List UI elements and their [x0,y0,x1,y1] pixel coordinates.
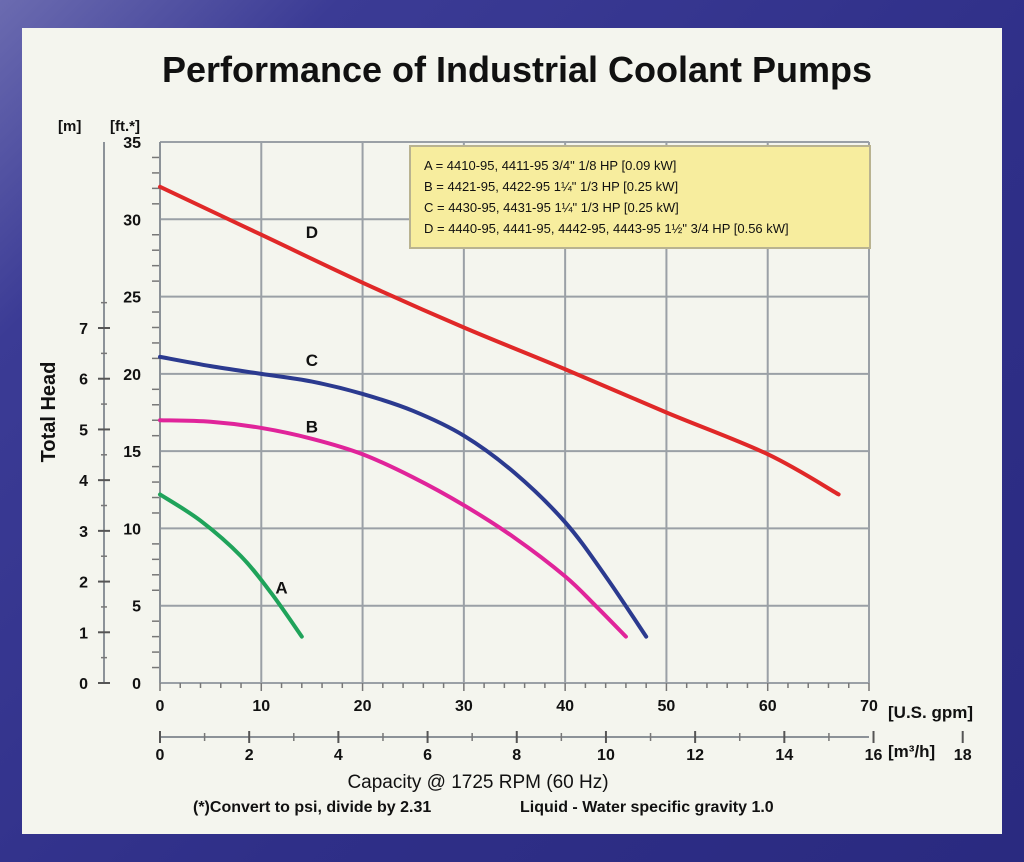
series-curve-a [158,492,304,639]
y-tick-label-m: 1 [79,625,88,642]
legend-entry-c: C = 4430-95, 4431-95 1¼" 1/3 HP [0.25 kW… [424,200,679,215]
series-curve-b [158,418,628,639]
x2-tick-label: 6 [423,747,432,764]
curve-label-d: D [306,223,318,242]
x-tick-label-gpm: 60 [759,698,777,715]
grid-lines [159,141,870,684]
y-tick-label-ft: 30 [123,212,141,229]
y-tick-label-m: 0 [79,676,88,693]
x-unit-gpm: [U.S. gpm] [888,703,973,722]
curve-labels: A B C D [275,223,318,598]
y-tick-label-ft: 20 [123,367,141,384]
x-tick-label-gpm: 10 [252,698,270,715]
legend-entry-d: D = 4440-95, 4441-95, 4442-95, 4443-95 1… [424,221,789,236]
x-tick-label-gpm: 0 [156,698,165,715]
footnote-liquid: Liquid - Water specific gravity 1.0 [520,799,774,816]
x-tick-label-gpm: 70 [860,698,878,715]
x-tick-label-gpm: 50 [658,698,676,715]
y-axis-label: Total Head [38,362,60,463]
y-tick-label-m: 4 [79,473,88,490]
series-group [158,184,841,639]
y-tick-label-m: 3 [79,524,88,541]
curve-label-b: B [306,418,318,437]
legend-box [409,145,871,249]
legend-entry-a: A = 4410-95, 4411-95 3/4" 1/8 HP [0.09 k… [424,158,676,173]
x2-tick-label: 2 [245,747,254,764]
legend-entry-b: B = 4421-95, 4422-95 1¼" 1/3 HP [0.25 kW… [424,179,678,194]
y-tick-label-m: 2 [79,575,88,592]
y-tick-label-ft: 15 [123,444,141,461]
x2-tick-label: 18 [954,747,972,764]
footnote-psi: (*)Convert to psi, divide by 2.31 [193,799,431,816]
x-axis-label: Capacity @ 1725 RPM (60 Hz) [347,772,608,793]
curve-label-a: A [275,578,287,597]
y-tick-label-m: 6 [79,372,88,389]
x2-tick-label: 8 [512,747,521,764]
x-tick-label-gpm: 20 [354,698,372,715]
chart-title: Performance of Industrial Coolant Pumps [162,49,872,90]
x-unit-m3h: [m³/h] [888,742,935,761]
x2-tick-label: 10 [597,747,615,764]
y-tick-label-m: 7 [79,321,88,338]
x2-tick-label: 14 [775,747,793,764]
y-tick-label-ft: 0 [132,676,141,693]
y-tick-label-ft: 35 [123,135,141,152]
curve-label-c: C [306,351,318,370]
x2-tick-label: 16 [865,747,883,764]
y-tick-label-m: 5 [79,422,88,439]
x2-tick-label: 0 [156,747,165,764]
y-tick-label-ft: 5 [132,599,141,616]
series-curve-d [158,184,841,497]
x-tick-label-gpm: 30 [455,698,473,715]
y-unit-right: [ft.*] [110,118,140,135]
x2-tick-label: 12 [686,747,704,764]
x-tick-label-gpm: 40 [556,698,574,715]
legend: A = 4410-95, 4411-95 3/4" 1/8 HP [0.09 k… [409,145,871,249]
y-tick-label-ft: 10 [123,521,141,538]
y-unit-left: [m] [58,118,81,135]
x2-tick-label: 4 [334,747,343,764]
series-curve-c [158,354,649,639]
y-tick-label-ft: 25 [123,290,141,307]
